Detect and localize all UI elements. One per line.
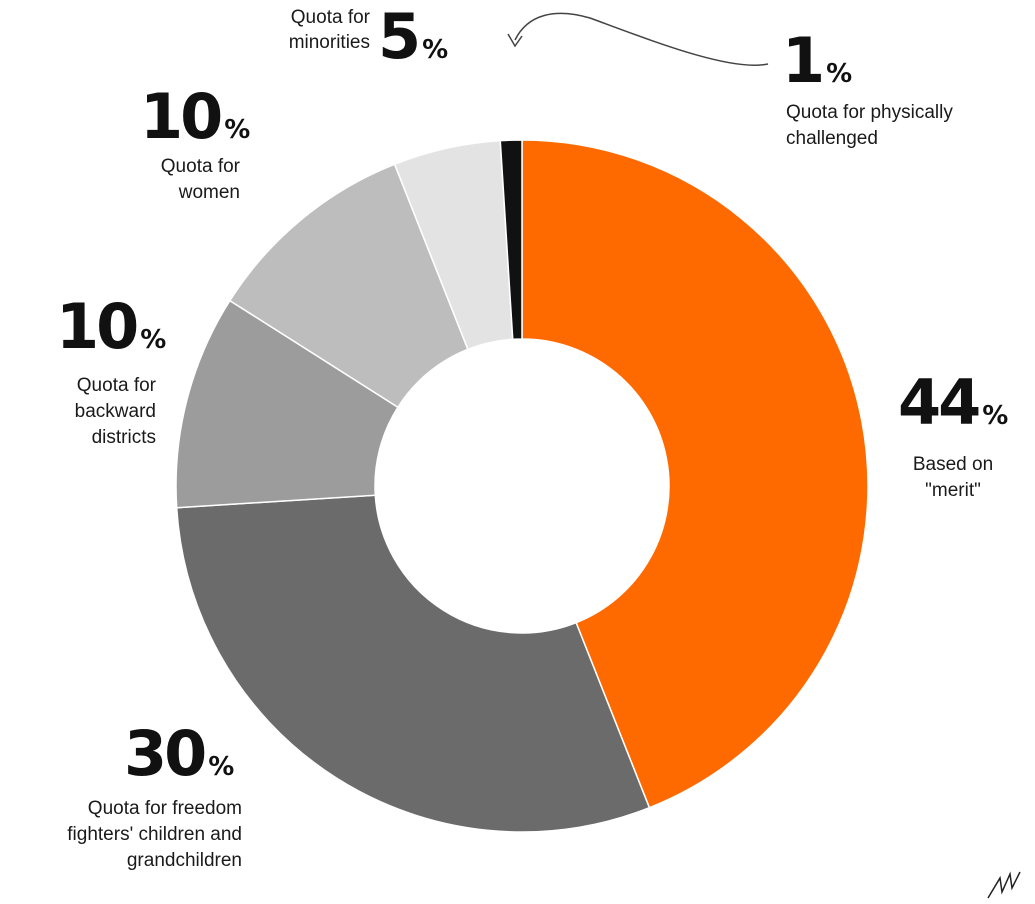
percent-value: 30 [124,717,207,790]
percent-value: 44 [898,366,981,439]
slice-physically-challenged [499,139,523,341]
slice-women [228,163,469,409]
data-label-merit-percent: 44% [898,372,1008,434]
data-label-minorities-text: Quota for minorities [288,7,370,53]
slice-merit [521,139,869,809]
data-label-backward-districts-percent: 10% [56,296,166,358]
percent-sign: % [224,115,251,145]
data-label-minorities-percent: 5% [378,6,448,68]
data-label-freedom-fighters-text: Quota for freedom fighters' children and… [67,798,242,872]
slice-backward-districts [175,299,399,509]
data-label-freedom-fighters-percent: 30% [124,723,234,785]
percent-sign: % [422,35,449,65]
data-label-merit-text: Based on "merit" [912,454,994,502]
percent-sign: % [982,401,1009,431]
data-label-women-text: Quota for women [160,156,240,204]
percent-value: 5 [378,0,421,73]
slice-freedom-fighters [175,494,651,833]
percent-sign: % [826,59,853,89]
data-label-physically-challenged-percent: 1% [782,30,852,92]
percent-value: 10 [140,80,223,153]
donut-slices [175,139,869,833]
percent-sign: % [208,752,235,782]
data-label-backward-districts-text: Quota for backward districts [74,375,156,449]
percent-value: 1 [782,24,825,97]
percent-sign: % [140,325,167,355]
callout-arrowhead-icon [507,33,523,48]
percent-value: 10 [56,290,139,363]
signature-mark-icon [987,871,1021,899]
data-label-physically-challenged-text: Quota for physically challenged [786,102,953,150]
data-label-women-percent: 10% [140,86,250,148]
callout-arrow [514,12,769,66]
